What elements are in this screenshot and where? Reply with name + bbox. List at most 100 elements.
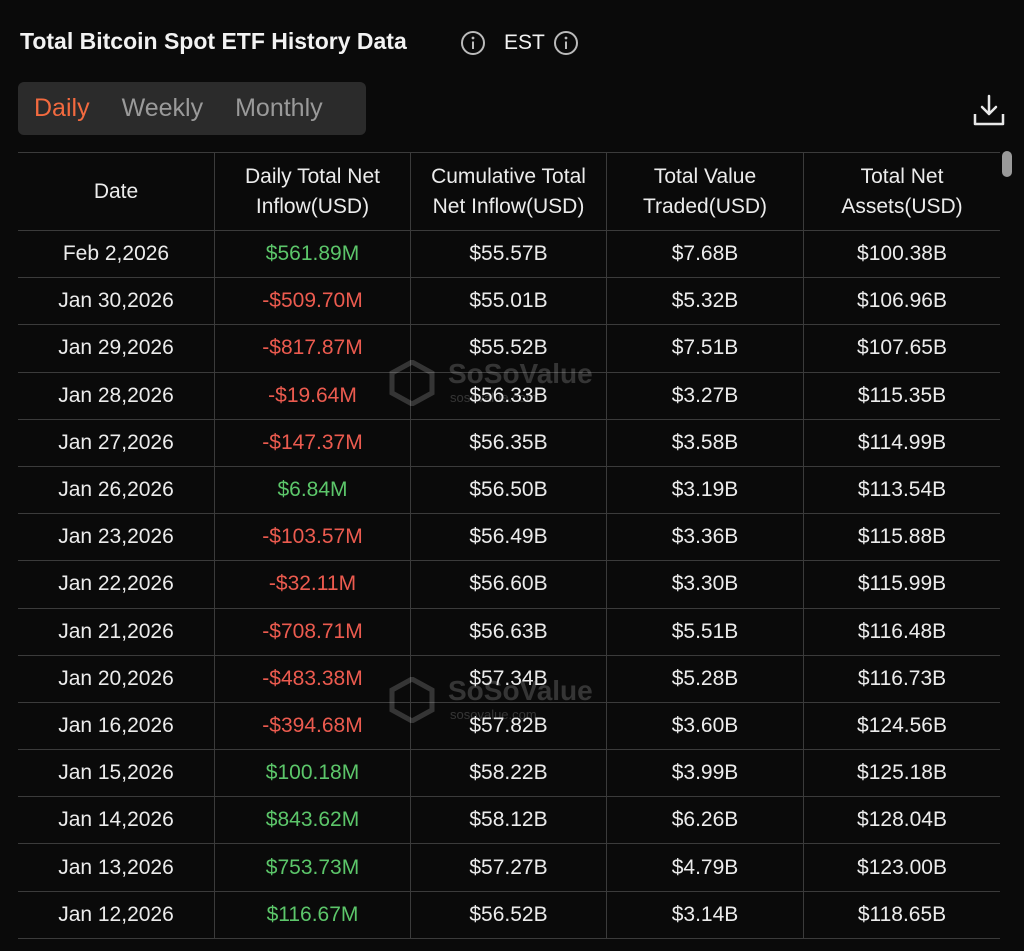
tab[interactable]: Monthly xyxy=(235,94,323,122)
table-row: Jan 23,2026 -$103.57M $56.49B $3.36B $115.88… xyxy=(18,514,1000,562)
date-cell: Jan 12,2026 xyxy=(18,891,215,938)
period-tabs: Daily Weekly Monthly xyxy=(18,82,366,135)
date-cell: Jan 15,2026 xyxy=(18,750,215,797)
scrollbar[interactable] xyxy=(1002,151,1012,177)
table-row: Jan 22,2026 -$32.11M $56.60B $3.30B $115.99B xyxy=(18,561,1000,609)
value-cell: $3.27B xyxy=(607,372,804,419)
value-cell: $118.65B xyxy=(857,902,947,926)
download-button[interactable] xyxy=(970,92,1008,130)
table-row: Jan 21,2026 -$708.71M $56.63B $5.51B $116.48… xyxy=(18,608,1000,656)
value-cell: $753.73M xyxy=(215,844,411,891)
value-cell: -$147.37M xyxy=(215,419,411,466)
table-row: Jan 13,2026 $753.73M $57.27B $4.79B $123.00B xyxy=(18,844,1000,892)
value-cell: $56.33B xyxy=(411,372,607,419)
value-cell: $56.50B xyxy=(411,466,607,514)
table-row: Jan 27,2026 -$147.37M $56.35B $3.58B $114.99… xyxy=(18,419,1000,467)
table-row: Jan 20,2026 -$483.38M $57.34B $5.28B $116.73… xyxy=(18,655,1000,703)
value-cell: $114.99B xyxy=(857,430,947,454)
table-row: Jan 14,2026 $843.62M $58.12B $6.26B $128.04B xyxy=(18,797,1000,845)
value-cell: $57.34B xyxy=(411,655,607,702)
timezone: EST xyxy=(504,31,545,54)
info-icon[interactable] xyxy=(553,30,579,56)
value-cell: $3.30B xyxy=(607,561,804,608)
value-cell: $5.51B xyxy=(607,608,804,655)
date-cell: Jan 22,2026 xyxy=(18,561,215,608)
value-cell: $58.22B xyxy=(411,750,607,797)
date-cell: Jan 14,2026 xyxy=(18,797,215,844)
value-cell: -$817.87M xyxy=(215,325,411,372)
value-cell: $116.67M xyxy=(215,891,411,938)
value-cell: $3.14B xyxy=(607,891,804,938)
history-table: Date Daily Total Net Inflow(USD) Cumulativ… xyxy=(18,152,1000,939)
value-cell: $107.65B xyxy=(857,336,947,360)
value-cell: -$708.71M xyxy=(215,608,411,655)
value-cell: $3.58B xyxy=(607,419,804,466)
table-row: Jan 12,2026 $116.67M $56.52B $3.14B $118.65B xyxy=(18,891,1000,939)
value-cell: $125.18B xyxy=(857,761,947,785)
value-cell: $57.82B xyxy=(411,702,607,750)
table-row: Feb 2,2026 $561.89M $55.57B $7.68B $100.38B xyxy=(18,231,1000,279)
value-cell: $57.27B xyxy=(411,844,607,891)
value-cell: $115.99B xyxy=(857,572,947,596)
date-cell: Jan 29,2026 xyxy=(18,325,215,372)
value-cell: $115.35B xyxy=(857,383,947,407)
value-cell: $561.89M xyxy=(215,231,411,278)
value-cell: $3.99B xyxy=(607,750,804,797)
date-cell: Jan 21,2026 xyxy=(18,608,215,655)
value-cell: $4.79B xyxy=(607,844,804,891)
value-cell: $7.51B xyxy=(607,325,804,372)
date-cell: Jan 26,2026 xyxy=(18,466,215,514)
value-cell: $3.60B xyxy=(607,702,804,750)
table-row: Jan 16,2026 -$394.68M $57.82B $3.60B $124.56… xyxy=(18,702,1000,751)
value-cell: $56.49B xyxy=(411,514,607,561)
table-row: Jan 15,2026 $100.18M $58.22B $3.99B $125.18B xyxy=(18,750,1000,798)
value-cell: $128.04B xyxy=(857,808,947,832)
column-header: Total Net Assets(USD) xyxy=(841,164,963,218)
info-icon[interactable] xyxy=(460,30,486,56)
tab[interactable]: Weekly xyxy=(121,94,204,122)
value-cell: -$19.64M xyxy=(215,372,411,419)
value-cell: $115.88B xyxy=(857,525,947,549)
column-header: Date xyxy=(18,153,215,230)
value-cell: $124.56B xyxy=(857,713,947,737)
value-cell: $113.54B xyxy=(857,478,947,502)
value-cell: -$394.68M xyxy=(215,702,411,750)
column-header: Cumulative Total Net Inflow(USD) xyxy=(411,153,607,230)
value-cell: $123.00B xyxy=(857,855,947,879)
value-cell: -$32.11M xyxy=(215,561,411,608)
table-row: Jan 29,2026 -$817.87M $55.52B $7.51B $107.65… xyxy=(18,325,1000,373)
value-cell: $6.84M xyxy=(215,466,411,514)
value-cell: $56.63B xyxy=(411,608,607,655)
value-cell: $100.38B xyxy=(857,242,947,266)
value-cell: $56.60B xyxy=(411,561,607,608)
header-row: Date Daily Total Net Inflow(USD) Cumulativ… xyxy=(18,152,1000,231)
value-cell: $5.28B xyxy=(607,655,804,702)
value-cell: $116.48B xyxy=(857,619,947,643)
table-row: Jan 26,2026 $6.84M $56.50B $3.19B $113.54B xyxy=(18,466,1000,515)
value-cell: $7.68B xyxy=(607,231,804,278)
date-cell: Jan 13,2026 xyxy=(18,844,215,891)
value-cell: $3.36B xyxy=(607,514,804,561)
value-cell: $56.52B xyxy=(411,891,607,938)
table-row: Jan 28,2026 -$19.64M $56.33B $3.27B $115.35B xyxy=(18,372,1000,420)
date-cell: Jan 30,2026 xyxy=(18,278,215,325)
title: Total Bitcoin Spot ETF History Data xyxy=(20,28,407,54)
column-header: Daily Total Net Inflow(USD) xyxy=(215,153,411,230)
tab[interactable]: Daily xyxy=(34,94,90,122)
value-cell: -$483.38M xyxy=(215,655,411,702)
date-cell: Jan 28,2026 xyxy=(18,372,215,419)
value-cell: $106.96B xyxy=(857,289,947,313)
column-header: Total Value Traded(USD) xyxy=(607,153,804,230)
date-cell: Jan 23,2026 xyxy=(18,514,215,561)
value-cell: $55.52B xyxy=(411,325,607,372)
value-cell: -$103.57M xyxy=(215,514,411,561)
value-cell: $5.32B xyxy=(607,278,804,325)
value-cell: $3.19B xyxy=(607,466,804,514)
value-cell: $116.73B xyxy=(857,666,947,690)
date-cell: Feb 2,2026 xyxy=(18,231,215,278)
date-cell: Jan 16,2026 xyxy=(18,702,215,750)
value-cell: -$509.70M xyxy=(215,278,411,325)
value-cell: $100.18M xyxy=(215,750,411,797)
date-cell: Jan 20,2026 xyxy=(18,655,215,702)
